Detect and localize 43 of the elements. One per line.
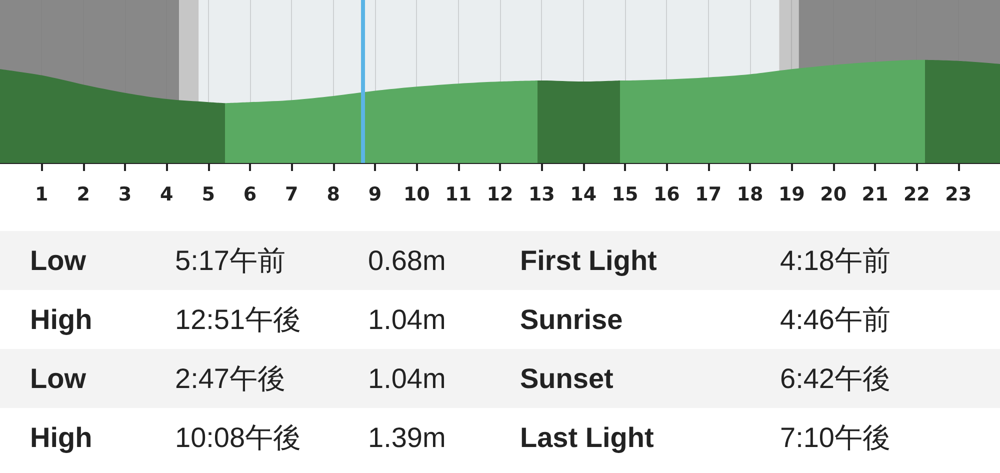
text: 6:42午後 — [780, 362, 890, 396]
x-tick-label: 8 — [326, 184, 340, 206]
text: 1.04m — [368, 362, 446, 396]
text: Last Light — [520, 421, 654, 455]
x-tick-label: 4 — [160, 184, 174, 206]
text: High — [30, 303, 92, 337]
x-tick-label: 23 — [945, 184, 972, 206]
text: First Light — [520, 244, 657, 278]
text: 4:46午前 — [780, 303, 890, 337]
x-tick-label: 22 — [903, 184, 930, 206]
x-tick-label: 6 — [243, 184, 257, 206]
x-tick-label: 19 — [778, 184, 805, 206]
x-tick-label: 2 — [76, 184, 90, 206]
text: High — [30, 421, 92, 455]
x-tick-label: 3 — [118, 184, 132, 206]
text: 1.39m — [368, 421, 446, 455]
text: Low — [30, 362, 86, 396]
x-tick-label: 10 — [403, 184, 430, 206]
x-tick-label: 18 — [736, 184, 764, 206]
x-tick-label: 12 — [486, 184, 514, 206]
text: 12:51午後 — [175, 303, 302, 337]
x-tick-label: 11 — [445, 184, 472, 206]
text: 5:17午前 — [175, 244, 286, 278]
x-tick-label: 15 — [612, 184, 638, 206]
x-tick-label: 13 — [528, 184, 555, 206]
x-tick-label: 21 — [862, 184, 888, 206]
x-tick-label: 5 — [202, 184, 215, 206]
text: Sunset — [520, 362, 614, 396]
x-tick-label: 17 — [695, 184, 722, 206]
x-tick-label: 9 — [368, 184, 382, 206]
text: 4:18午前 — [780, 244, 890, 278]
text: Sunrise — [520, 303, 623, 337]
x-tick-label: 14 — [570, 184, 597, 206]
x-tick-label: 16 — [653, 184, 680, 206]
text: 10:08午後 — [175, 421, 302, 455]
x-tick-label: 7 — [285, 184, 298, 206]
text: 7:10午後 — [780, 421, 890, 455]
text: 1.04m — [368, 303, 446, 337]
x-tick-label: 1 — [35, 184, 48, 206]
text: 2:47午後 — [175, 362, 286, 396]
text: Low — [30, 244, 86, 278]
x-tick-label: 20 — [820, 184, 847, 206]
text: 0.68m — [368, 244, 446, 278]
